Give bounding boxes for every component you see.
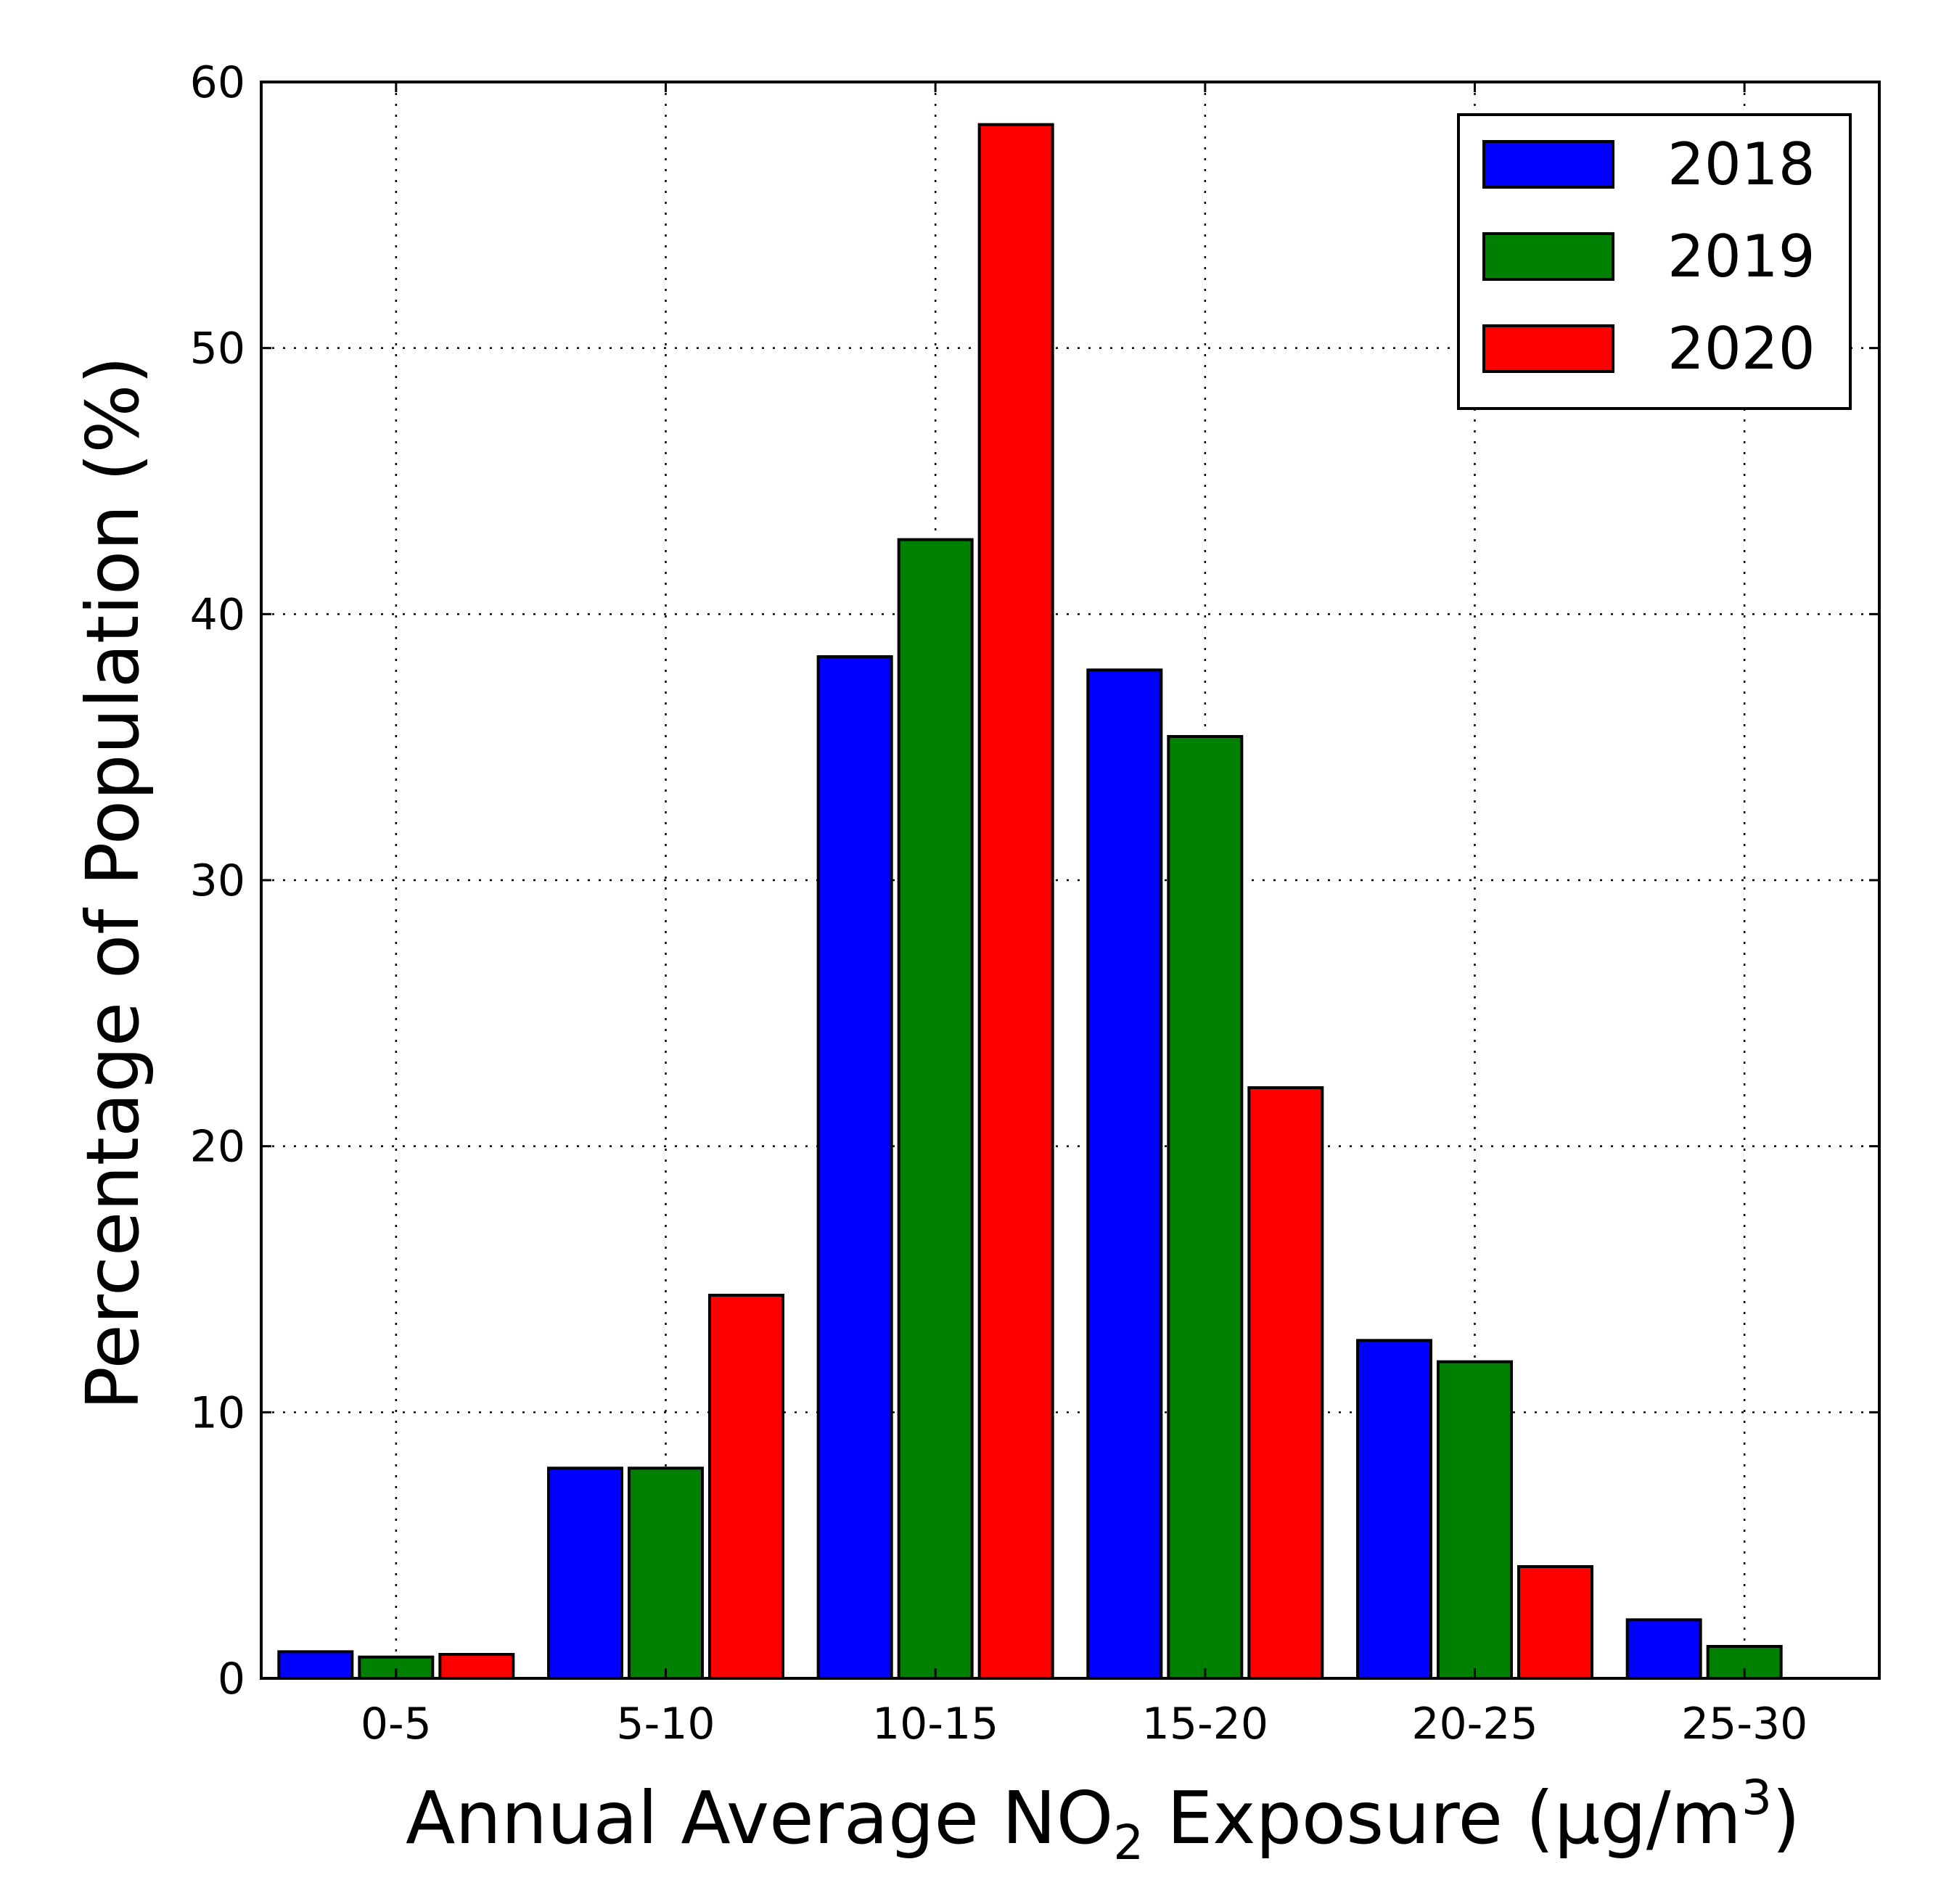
legend-label-2019: 2019 bbox=[1667, 223, 1815, 290]
bar-2018-10-15 bbox=[816, 655, 893, 1680]
legend-label-2018: 2018 bbox=[1667, 131, 1815, 198]
bar-2020-10-15 bbox=[977, 123, 1054, 1680]
legend-label-2020: 2020 bbox=[1667, 315, 1815, 382]
legend: 2018 2019 2020 bbox=[1457, 113, 1852, 410]
bar-2018-25-30 bbox=[1625, 1618, 1702, 1680]
bar-2020-20-25 bbox=[1517, 1565, 1593, 1680]
x-axis-label-superscript: 3 bbox=[1741, 1770, 1772, 1826]
bar-2018-15-20 bbox=[1086, 668, 1163, 1680]
y-tick-label: 40 bbox=[190, 589, 245, 640]
legend-entries: 2018 2019 2020 bbox=[1482, 131, 1815, 382]
bar-2018-5-10 bbox=[547, 1466, 623, 1681]
bar-2018-20-25 bbox=[1356, 1339, 1432, 1681]
x-tick-label: 5-10 bbox=[616, 1699, 715, 1749]
bar-2020-15-20 bbox=[1247, 1086, 1324, 1680]
y-tick-label: 10 bbox=[190, 1387, 245, 1438]
x-tick-label: 10-15 bbox=[872, 1699, 998, 1749]
x-axis-label: Annual Average NO2 Exposure (µg/m3) bbox=[406, 1770, 1800, 1871]
y-tick-label: 50 bbox=[190, 324, 245, 374]
x-tick-label: 15-20 bbox=[1142, 1699, 1268, 1749]
legend-swatch-2019 bbox=[1482, 232, 1614, 281]
y-tick-label: 60 bbox=[190, 57, 245, 108]
x-axis-label-suffix: ) bbox=[1772, 1776, 1800, 1860]
bar-2020-0-5 bbox=[438, 1653, 515, 1680]
bar-2018-0-5 bbox=[277, 1650, 354, 1680]
legend-swatch-2020 bbox=[1482, 324, 1614, 373]
x-axis-label-prefix: Annual Average NO bbox=[406, 1776, 1113, 1860]
ticks: 0 10 20 30 40 50 60 0-5 5-10 10-15 15-20 20-25 25-30 bbox=[190, 57, 1879, 1749]
y-tick-label: 0 bbox=[218, 1654, 245, 1704]
y-tick-label: 20 bbox=[190, 1122, 245, 1173]
bars bbox=[277, 123, 1783, 1681]
x-tick-label: 0-5 bbox=[361, 1699, 432, 1749]
bar-2019-15-20 bbox=[1167, 735, 1244, 1680]
bar-2019-10-15 bbox=[897, 538, 974, 1681]
bar-2019-5-10 bbox=[628, 1466, 704, 1681]
legend-swatch-2018 bbox=[1482, 140, 1614, 189]
y-axis-label: Percentage of Population (%) bbox=[70, 356, 155, 1411]
y-tick-label: 30 bbox=[190, 855, 245, 906]
bar-2019-20-25 bbox=[1437, 1360, 1513, 1680]
x-axis-label-subscript: 2 bbox=[1113, 1815, 1144, 1871]
x-axis-label-middle: Exposure (µg/m bbox=[1144, 1776, 1741, 1860]
x-tick-label: 20-25 bbox=[1411, 1699, 1538, 1749]
bar-2020-5-10 bbox=[708, 1294, 784, 1680]
x-tick-label: 25-30 bbox=[1681, 1699, 1807, 1749]
